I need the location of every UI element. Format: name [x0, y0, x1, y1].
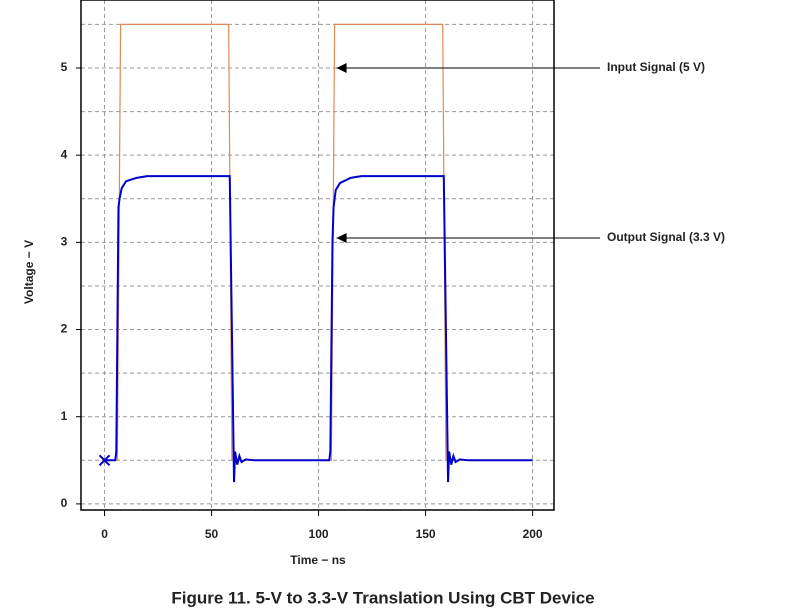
plot-frame: [80, 0, 555, 511]
x-tick-label: 0: [101, 527, 108, 541]
chart-title: Figure 11. 5-V to 3.3-V Translation Usin…: [171, 588, 594, 607]
y-tick-label: 3: [61, 235, 68, 249]
x-axis-label: Time − ns: [290, 553, 346, 567]
x-tick-label: 200: [523, 527, 543, 541]
y-tick-label: 2: [61, 322, 68, 336]
x-tick-label: 100: [309, 527, 329, 541]
annotation-label: Output Signal (3.3 V): [607, 230, 725, 244]
y-tick-label: 5: [61, 60, 68, 74]
start-marker: [98, 454, 111, 467]
line-series: [104, 175, 533, 483]
y-tick-label: 0: [61, 496, 68, 510]
annotation-label: Input Signal (5 V): [607, 60, 705, 74]
x-tick-label: 50: [205, 527, 219, 541]
y-tick-label: 1: [61, 409, 68, 423]
y-axis-label: Voltage − V: [22, 240, 36, 304]
x-tick-label: 150: [416, 527, 436, 541]
y-tick-label: 4: [61, 147, 68, 161]
